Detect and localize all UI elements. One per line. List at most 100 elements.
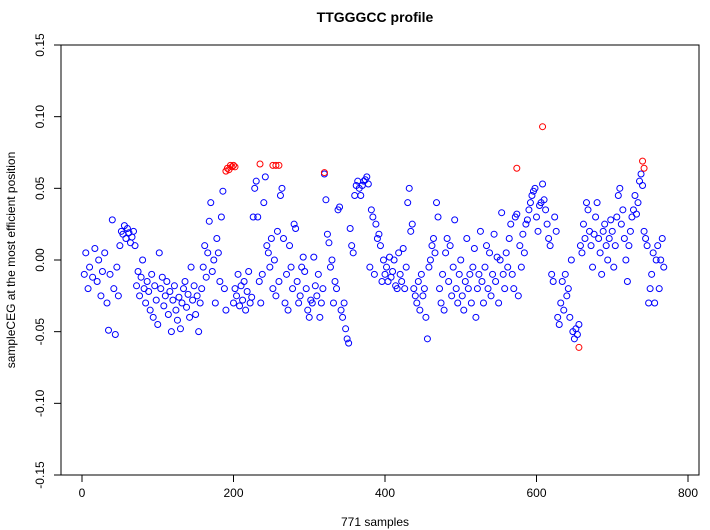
data-point	[634, 199, 642, 207]
data-point	[649, 249, 657, 257]
data-point	[520, 249, 528, 257]
data-point	[196, 299, 204, 307]
data-point	[337, 306, 345, 314]
data-point	[448, 292, 456, 300]
data-point	[599, 227, 607, 235]
x-tick-label: 400	[375, 486, 395, 500]
data-point	[302, 285, 310, 293]
data-point	[522, 220, 530, 228]
data-point	[429, 235, 437, 242]
data-point	[605, 235, 613, 242]
data-point	[270, 256, 278, 264]
data-point	[137, 273, 145, 281]
data-point	[646, 285, 654, 293]
data-point	[292, 224, 300, 232]
data-point	[546, 242, 554, 250]
data-point	[658, 235, 666, 242]
y-tick-label: -0.10	[33, 389, 47, 417]
data-point	[295, 299, 303, 307]
data-point	[483, 242, 491, 250]
data-point	[111, 331, 119, 339]
x-tick-label: 600	[526, 486, 546, 500]
data-point	[616, 184, 624, 192]
data-point	[93, 278, 101, 285]
data-point	[423, 335, 431, 343]
data-point	[458, 292, 466, 300]
data-point	[655, 285, 663, 293]
data-point	[248, 293, 256, 301]
data-point	[149, 313, 157, 321]
data-point	[526, 199, 534, 207]
data-point	[331, 278, 339, 285]
data-point	[273, 227, 281, 235]
data-point	[584, 206, 592, 214]
data-point	[433, 199, 441, 207]
data-point	[219, 187, 227, 195]
y-tick-label: 0.00	[33, 248, 47, 272]
chart-title: TTGGGCC profile	[317, 9, 434, 25]
data-point	[175, 293, 183, 301]
data-point	[507, 220, 515, 228]
data-point	[272, 292, 280, 300]
data-point	[399, 245, 407, 253]
data-point	[187, 263, 195, 271]
data-point	[172, 306, 180, 314]
data-point	[552, 227, 560, 235]
data-point	[169, 296, 177, 304]
data-point	[517, 263, 525, 271]
data-point	[607, 216, 615, 224]
data-point	[548, 270, 556, 278]
data-point	[463, 235, 471, 242]
highlight-point	[320, 169, 328, 177]
data-point	[593, 199, 601, 207]
data-point	[296, 292, 304, 300]
data-point	[608, 227, 616, 235]
data-point	[284, 306, 292, 314]
data-point	[404, 199, 412, 207]
data-point	[278, 184, 286, 192]
data-point	[164, 310, 172, 318]
data-point	[242, 306, 250, 314]
data-point	[582, 199, 590, 207]
data-point	[434, 213, 442, 221]
data-point	[639, 181, 647, 189]
data-point	[299, 253, 307, 261]
data-point	[595, 235, 603, 242]
data-point	[648, 270, 656, 278]
data-point	[395, 249, 403, 257]
highlight-point	[256, 160, 264, 168]
data-point	[373, 235, 381, 242]
data-point	[369, 213, 377, 221]
data-point	[80, 270, 88, 278]
data-point	[581, 235, 589, 242]
data-point	[190, 282, 198, 290]
data-point	[598, 270, 606, 278]
highlight-point	[640, 164, 648, 172]
data-point	[620, 235, 628, 242]
highlight-point	[639, 157, 647, 165]
data-point	[207, 199, 215, 207]
data-point	[233, 292, 241, 300]
data-point	[501, 285, 509, 293]
data-point	[637, 170, 645, 178]
y-axis-label: sampleCEG at the most efficient position	[4, 152, 18, 369]
data-point	[484, 285, 492, 293]
data-point	[640, 227, 648, 235]
data-point	[113, 263, 121, 271]
data-point	[405, 184, 413, 192]
data-point	[566, 313, 574, 321]
data-point	[142, 299, 150, 307]
data-point	[231, 285, 239, 293]
data-point	[89, 273, 97, 281]
data-point	[372, 220, 380, 228]
data-point	[345, 339, 353, 347]
data-point	[657, 256, 665, 264]
data-point	[178, 299, 186, 307]
data-point	[516, 242, 524, 250]
data-point	[230, 299, 237, 307]
data-point	[451, 216, 459, 224]
data-point	[198, 285, 206, 293]
data-point	[343, 335, 351, 343]
